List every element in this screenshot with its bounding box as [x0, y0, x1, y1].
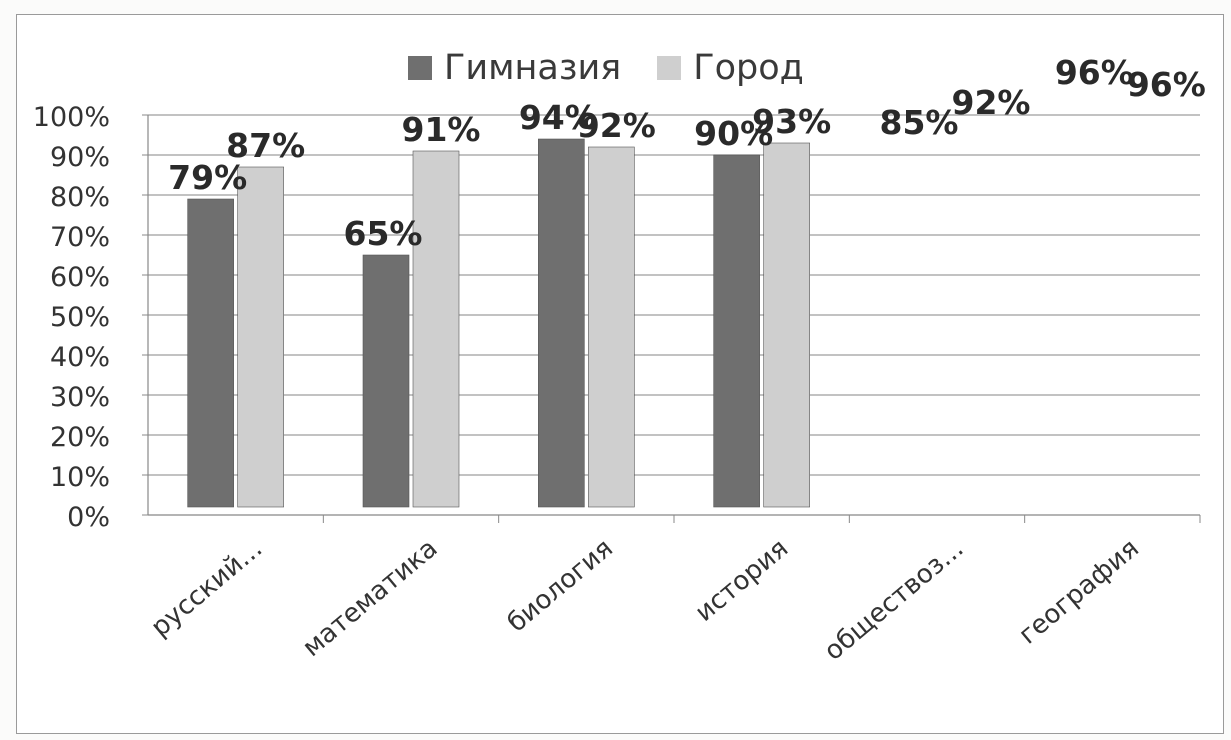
y-tick-label: 80% [50, 182, 110, 213]
y-tick-label: 90% [50, 142, 110, 173]
data-label: 79% [168, 158, 247, 197]
bar-city [763, 142, 810, 508]
bar-gymnasium [187, 198, 234, 508]
bar-city [588, 146, 635, 508]
data-label: 93% [752, 102, 831, 141]
x-tick-label: обществоз... [819, 533, 970, 666]
data-label: 91% [402, 110, 481, 149]
legend-item-gymnasium: Гимназия [408, 48, 621, 88]
data-label: 96% [1127, 65, 1206, 104]
data-label: 90% [694, 114, 773, 153]
legend-item-city: Город [657, 48, 804, 88]
legend: Гимназия Город [408, 48, 840, 88]
x-tick-label: биология [502, 533, 619, 638]
x-tick-label: математика [297, 533, 443, 663]
y-tick-label: 100% [33, 102, 110, 133]
data-label: 94% [519, 98, 598, 137]
legend-label-city: Город [693, 48, 804, 88]
bar-gymnasium [362, 254, 410, 508]
legend-swatch-gymnasium [408, 56, 432, 80]
x-tick-label: русский... [146, 533, 269, 643]
y-tick-label: 60% [50, 262, 110, 293]
bar-gymnasium [713, 154, 760, 508]
y-tick-label: 70% [50, 222, 110, 253]
y-tick-label: 50% [50, 302, 110, 333]
bar-city [237, 166, 284, 508]
y-tick-label: 40% [50, 342, 110, 373]
data-label: 96% [1055, 53, 1134, 92]
data-label: 65% [344, 214, 423, 253]
y-tick-label: 20% [50, 422, 110, 453]
x-tick-label: география [1013, 533, 1144, 650]
y-tick-label: 0% [67, 502, 110, 533]
data-label: 87% [226, 126, 305, 165]
legend-swatch-city [657, 56, 682, 80]
data-label: 92% [952, 83, 1031, 122]
y-tick-label: 30% [50, 382, 110, 413]
data-label: 85% [880, 103, 959, 142]
legend-label-gymnasium: Гимназия [444, 48, 622, 88]
bar-gymnasium [538, 138, 585, 508]
y-tick-label: 10% [50, 462, 110, 493]
x-tick-label: история [690, 533, 795, 628]
bar-city [412, 150, 460, 508]
data-label: 92% [577, 106, 656, 145]
